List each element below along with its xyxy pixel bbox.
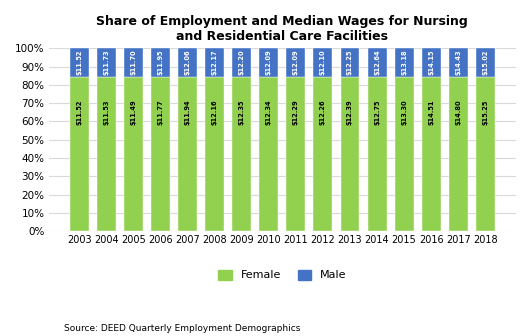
Text: $12.20: $12.20	[239, 50, 245, 75]
Bar	[395, 77, 414, 231]
Title: Share of Employment and Median Wages for Nursing
and Residential Care Facilities: Share of Employment and Median Wages for…	[97, 15, 468, 43]
Text: $12.75: $12.75	[374, 99, 380, 125]
Text: $12.25: $12.25	[347, 50, 353, 75]
Text: $15.25: $15.25	[482, 100, 489, 125]
Text: $12.29: $12.29	[293, 99, 299, 125]
Text: $15.02: $15.02	[482, 50, 489, 75]
Text: $12.39: $12.39	[347, 99, 353, 125]
Bar	[151, 77, 170, 231]
Bar	[70, 77, 89, 231]
Bar	[286, 77, 305, 231]
Text: $13.18: $13.18	[401, 50, 407, 75]
Bar	[340, 77, 359, 231]
Bar	[422, 77, 441, 231]
Bar	[422, 48, 441, 77]
Text: $12.16: $12.16	[212, 99, 218, 125]
Text: $14.80: $14.80	[455, 99, 461, 125]
Bar	[124, 48, 143, 77]
Text: $12.10: $12.10	[320, 50, 326, 75]
Bar	[449, 48, 468, 77]
Text: $11.95: $11.95	[158, 50, 164, 75]
Bar	[313, 48, 332, 77]
Bar	[205, 48, 224, 77]
Bar	[286, 48, 305, 77]
Text: $12.17: $12.17	[212, 50, 218, 75]
Bar	[259, 48, 278, 77]
Text: Source: DEED Quarterly Employment Demographics: Source: DEED Quarterly Employment Demogr…	[64, 324, 300, 333]
Text: $12.34: $12.34	[266, 99, 272, 125]
Bar	[449, 77, 468, 231]
Text: $11.73: $11.73	[104, 50, 109, 75]
Bar	[151, 48, 170, 77]
Text: $14.15: $14.15	[428, 50, 434, 75]
Text: $11.52: $11.52	[76, 50, 82, 75]
Text: $12.09: $12.09	[266, 50, 272, 75]
Bar	[232, 77, 251, 231]
Text: $12.64: $12.64	[374, 50, 380, 75]
Bar	[259, 77, 278, 231]
Text: $12.26: $12.26	[320, 99, 326, 125]
Bar	[395, 48, 414, 77]
Text: $12.09: $12.09	[293, 50, 299, 75]
Legend: Female, Male: Female, Male	[218, 270, 346, 281]
Bar	[476, 48, 495, 77]
Bar	[476, 77, 495, 231]
Text: $14.51: $14.51	[428, 99, 434, 125]
Bar	[124, 77, 143, 231]
Bar	[367, 77, 387, 231]
Text: $11.53: $11.53	[104, 99, 109, 125]
Text: $12.06: $12.06	[185, 50, 191, 75]
Text: $11.49: $11.49	[131, 99, 136, 125]
Bar	[178, 77, 197, 231]
Text: $13.30: $13.30	[401, 99, 407, 125]
Bar	[232, 48, 251, 77]
Bar	[70, 48, 89, 77]
Text: $11.52: $11.52	[76, 99, 82, 125]
Bar	[178, 48, 197, 77]
Text: $11.70: $11.70	[131, 50, 136, 75]
Text: $11.94: $11.94	[185, 99, 191, 125]
Bar	[205, 77, 224, 231]
Text: $11.77: $11.77	[158, 99, 164, 125]
Bar	[340, 48, 359, 77]
Bar	[97, 77, 116, 231]
Bar	[367, 48, 387, 77]
Bar	[97, 48, 116, 77]
Text: $14.43: $14.43	[455, 50, 461, 75]
Text: $12.35: $12.35	[239, 99, 245, 125]
Bar	[313, 77, 332, 231]
